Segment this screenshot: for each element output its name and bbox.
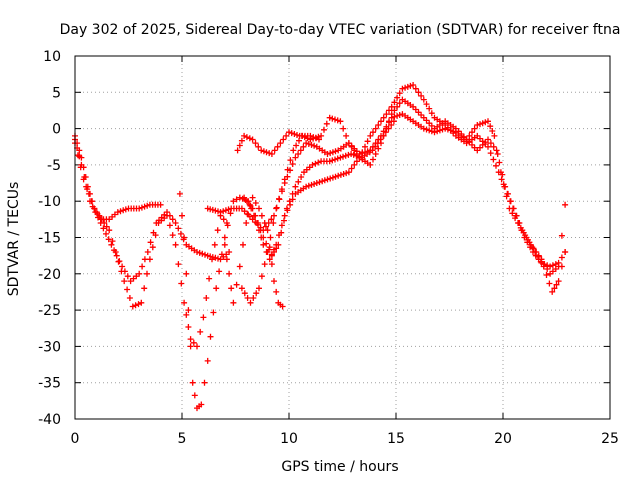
- y-tick-label: -25: [38, 303, 61, 319]
- x-tick-label: 5: [178, 431, 187, 447]
- y-tick-label: -40: [38, 412, 61, 428]
- y-tick-label: 0: [52, 122, 61, 138]
- series-8-markers: [241, 118, 397, 259]
- x-axis-title: GPS time / hours: [281, 459, 398, 475]
- series-7-markers: [234, 129, 322, 157]
- series-9: [221, 194, 286, 310]
- x-tick-label: 10: [280, 431, 298, 447]
- series-8: [241, 118, 397, 259]
- y-tick-label: 5: [52, 85, 61, 101]
- y-tick-labels: 10 5 0 -5 -10 -15 -20 -25 -30 -35 -40: [38, 49, 61, 428]
- series-7: [234, 129, 322, 157]
- y-tick-label: -35: [38, 376, 61, 392]
- x-tick-label: 25: [601, 431, 619, 447]
- plot-frame: [74, 55, 611, 420]
- y-tick-label: -15: [38, 231, 61, 247]
- x-tick-label: 15: [387, 431, 405, 447]
- x-tick-label: 20: [494, 431, 512, 447]
- y-tick-label: 10: [43, 49, 61, 65]
- y-axis-title: SDTVAR / TECUs: [6, 182, 22, 297]
- series-4-markers: [176, 82, 569, 412]
- series-4: [176, 82, 569, 412]
- data-series: [72, 82, 569, 412]
- chart-title: Day 302 of 2025, Sidereal Day-to-day VTE…: [60, 22, 621, 38]
- series-6: [204, 111, 569, 277]
- series-9-markers: [221, 194, 286, 310]
- x-tick-label: 0: [71, 431, 80, 447]
- series-6-markers: [204, 111, 569, 277]
- y-tick-label: -20: [38, 267, 61, 283]
- y-tick-label: -10: [38, 194, 61, 210]
- x-tick-labels: 0 5 10 15 20 25: [71, 431, 619, 447]
- y-tick-label: -5: [47, 158, 61, 174]
- y-tick-label: -30: [38, 339, 61, 355]
